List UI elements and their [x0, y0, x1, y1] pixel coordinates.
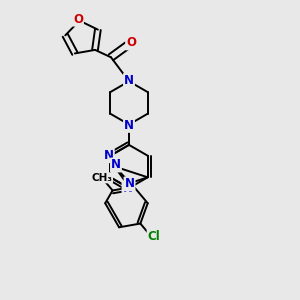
Text: CH₃: CH₃ — [92, 173, 112, 183]
Text: O: O — [126, 36, 136, 50]
Text: N: N — [124, 178, 135, 190]
Text: N: N — [104, 149, 114, 162]
Text: N: N — [124, 74, 134, 87]
Text: Cl: Cl — [148, 230, 160, 243]
Text: N: N — [111, 158, 121, 172]
Text: O: O — [73, 13, 83, 26]
Text: N: N — [124, 119, 134, 132]
Text: N: N — [122, 182, 133, 195]
